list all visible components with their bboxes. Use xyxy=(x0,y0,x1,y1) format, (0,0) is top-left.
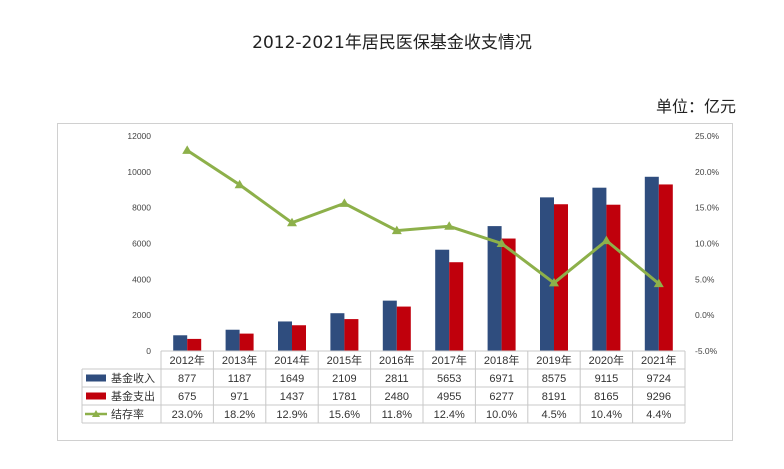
bar-income xyxy=(644,176,659,351)
bar-expense xyxy=(658,184,673,351)
bar-income xyxy=(435,249,450,351)
bar-expense xyxy=(606,204,621,351)
data-label: 11.8% xyxy=(382,409,413,421)
y-right-tick-label: 10.0% xyxy=(695,239,720,249)
y-left-tick-label: 0 xyxy=(146,346,151,356)
data-label: 9115 xyxy=(595,373,619,385)
bar-expense xyxy=(344,319,359,351)
y-left-tick-label: 8000 xyxy=(132,203,151,213)
data-label: 18.2% xyxy=(224,409,255,421)
y-right-tick-label: 25.0% xyxy=(695,131,720,141)
data-label: 2811 xyxy=(385,373,409,385)
legend-swatch xyxy=(86,374,106,382)
bar-income xyxy=(382,300,397,351)
y-right-tick-label: -5.0% xyxy=(695,346,718,356)
y-left-tick-label: 10000 xyxy=(127,167,151,177)
bar-income xyxy=(278,321,292,351)
rate-point xyxy=(444,221,455,230)
bar-expense xyxy=(449,262,464,351)
y-left-tick-label: 12000 xyxy=(127,131,151,141)
bar-expense xyxy=(292,325,306,351)
rate-point xyxy=(287,217,297,227)
x-tick-label: 2018年 xyxy=(484,353,519,367)
combo-chart: 0 2000 4000 6000 8000 10000 12000 -5.0% 0.0% 5.0%… xyxy=(81,131,720,424)
data-label: 971 xyxy=(230,391,248,403)
data-label: 5653 xyxy=(437,373,461,385)
y-left-tick-label: 6000 xyxy=(132,239,151,249)
x-tick-label: 2014年 xyxy=(274,353,309,367)
rate-line xyxy=(186,149,660,285)
x-tick-label: 2012年 xyxy=(169,353,204,367)
legend-label: 基金支出 xyxy=(111,389,155,403)
y-right-tick-label: 5.0% xyxy=(695,274,715,284)
x-tick-label: 2015年 xyxy=(327,353,362,367)
data-label: 8575 xyxy=(542,373,566,385)
data-label: 15.6% xyxy=(329,409,360,421)
rate-point xyxy=(653,278,664,288)
rate-point xyxy=(234,179,245,189)
x-tick-label: 2019年 xyxy=(536,353,571,367)
legend-label: 基金收入 xyxy=(111,371,155,385)
y-left-tick-label: 2000 xyxy=(132,310,151,320)
rate-point xyxy=(391,225,402,235)
data-label: 1781 xyxy=(332,391,356,403)
rate-point xyxy=(601,235,612,245)
data-label: 6277 xyxy=(489,391,513,403)
data-label: 10.0% xyxy=(486,409,517,421)
bar-income xyxy=(592,187,607,351)
data-label: 4955 xyxy=(437,391,461,403)
data-label: 2109 xyxy=(332,373,356,385)
x-tick-label: 2016年 xyxy=(379,353,414,367)
rate-point xyxy=(182,145,193,154)
y-left-tick-label: 4000 xyxy=(132,274,151,284)
data-label: 9724 xyxy=(647,373,671,385)
data-label: 6971 xyxy=(489,373,513,385)
bar-expense xyxy=(501,238,516,351)
bar-expense xyxy=(396,306,411,351)
data-label: 675 xyxy=(178,391,196,403)
y-right-tick-label: 15.0% xyxy=(695,203,720,213)
bar-income xyxy=(225,329,240,351)
x-tick-label: 2021年 xyxy=(641,353,676,367)
x-tick-label: 2020年 xyxy=(589,353,624,367)
x-tick-label: 2013年 xyxy=(222,353,257,367)
legend-label: 结存率 xyxy=(111,407,144,421)
data-label: 23.0% xyxy=(172,409,203,421)
data-label: 8165 xyxy=(594,391,618,403)
data-label: 9296 xyxy=(647,391,671,403)
bar-income xyxy=(540,197,554,351)
legend-swatch xyxy=(86,392,106,400)
y-right-tick-label: 0.0% xyxy=(695,310,715,320)
data-label: 4.5% xyxy=(541,409,566,421)
data-label: 877 xyxy=(178,373,196,385)
data-label: 12.9% xyxy=(276,409,307,421)
bar-expense xyxy=(239,333,254,351)
unit-label: 单位：亿元 xyxy=(655,97,736,116)
x-tick-label: 2017年 xyxy=(431,353,466,367)
data-label: 2480 xyxy=(385,391,409,403)
data-label: 10.4% xyxy=(591,409,622,421)
data-label: 12.4% xyxy=(434,409,465,421)
bar-income xyxy=(173,335,188,351)
legend-point-swatch xyxy=(92,410,100,417)
bar-income xyxy=(487,226,502,351)
data-label: 1649 xyxy=(280,373,304,385)
chart-title: 2012-2021年居民医保基金收支情况 xyxy=(252,33,532,53)
rate-point xyxy=(496,238,507,247)
data-label: 1437 xyxy=(280,391,304,403)
y-right-tick-label: 20.0% xyxy=(695,167,720,177)
bar-expense xyxy=(187,338,202,351)
rate-point xyxy=(549,277,559,287)
data-label: 1187 xyxy=(228,373,252,385)
data-label: 8191 xyxy=(542,391,566,403)
bar-income xyxy=(330,313,345,351)
data-label: 4.4% xyxy=(646,409,671,421)
chart-frame: 0 2000 4000 6000 8000 10000 12000 -5.0% 0.0% 5.0%… xyxy=(57,123,733,441)
rate-point xyxy=(339,198,350,207)
